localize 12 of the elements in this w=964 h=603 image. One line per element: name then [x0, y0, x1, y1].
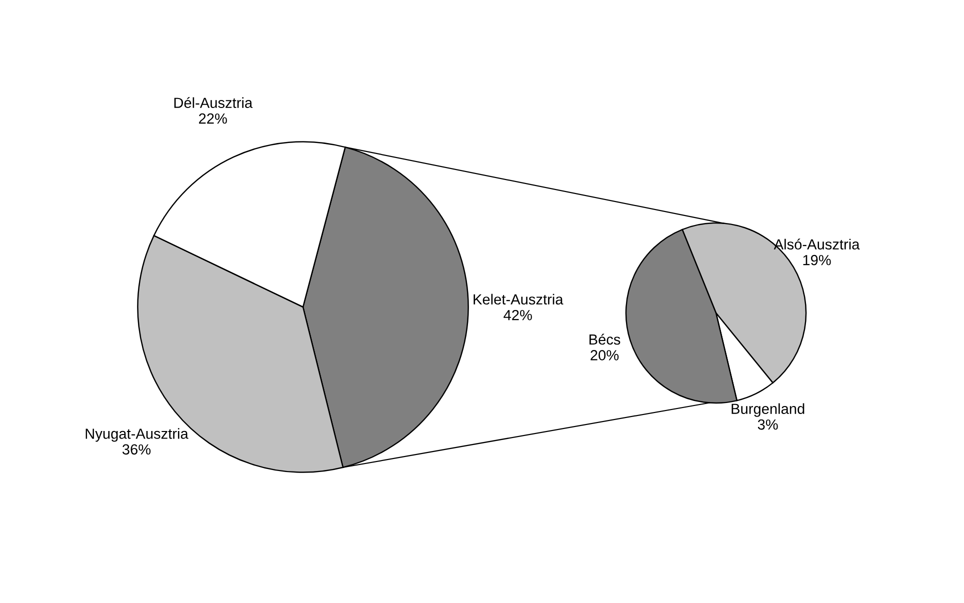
- slice-label: Burgenland: [732, 403, 804, 417]
- data-label: 42%: [504, 310, 532, 320]
- data-label: 22%: [199, 113, 227, 124]
- slice-label: Alsó-Ausztria: [774, 238, 860, 250]
- data-label: 36%: [122, 444, 151, 455]
- data-label: 19%: [803, 254, 831, 266]
- slice-label: Nyugat-Ausztria: [86, 428, 188, 442]
- slice-label: Kelet-Ausztria: [474, 294, 564, 305]
- slice-label: Dél-Ausztria: [174, 97, 253, 108]
- data-label: 20%: [590, 350, 619, 360]
- data-label: 3%: [758, 419, 778, 430]
- slice-label: Bécs: [590, 334, 620, 345]
